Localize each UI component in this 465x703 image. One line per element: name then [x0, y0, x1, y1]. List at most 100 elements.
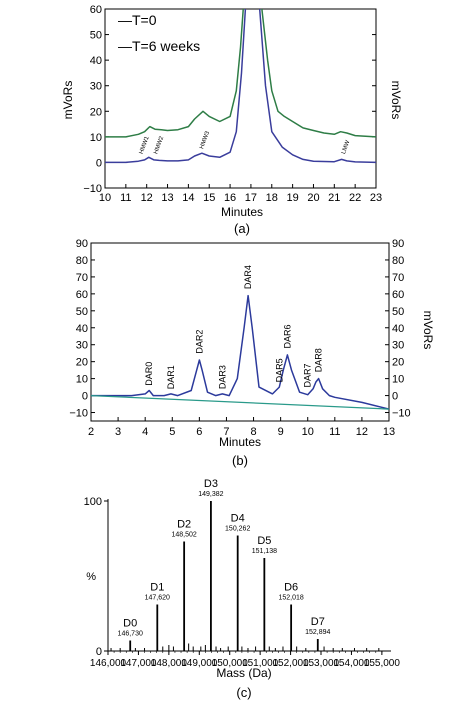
panel-a-y-label-right: mVoRs	[389, 81, 403, 120]
x-tick-label: 20	[307, 192, 319, 204]
y-tick-label: 60	[76, 289, 88, 301]
y-tick-label: 80	[76, 255, 88, 267]
peak-mass-label: 152,018	[278, 595, 303, 602]
panel-c-y-axis: 0 100%	[84, 496, 108, 658]
peak-name-label: D6	[284, 582, 298, 594]
peak-annotation: DAR2	[194, 330, 204, 354]
panel-b-plot-frame	[90, 242, 390, 422]
panel-c-x-label: Mass (Da)	[216, 666, 271, 680]
x-tick-label: 148,000	[151, 658, 188, 669]
y-tick-label: 20	[76, 357, 88, 369]
x-tick-label: 155,000	[364, 658, 401, 669]
x-tick-label: 2	[88, 426, 94, 438]
panel-b-x-label: Minutes	[219, 435, 261, 449]
panel-a-chart: −10 0 10 20 30 40 50 60 10 11 12 13 14 15 16 17 18 19 20 2…	[61, 4, 403, 236]
panel-a-x-label: Minutes	[221, 205, 263, 219]
peak-annotation: DAR5	[274, 358, 284, 382]
panel-a-label: (a)	[234, 221, 250, 236]
baseline-line	[90, 395, 390, 410]
peak-annotation: DAR8	[314, 348, 324, 372]
y-tick-label-right: −10	[392, 408, 411, 420]
y-tick-label: 50	[76, 306, 88, 318]
peak-annotation: DAR1	[166, 365, 176, 389]
peak-name-label: D3	[204, 478, 218, 490]
x-tick-label: 151,000	[242, 658, 279, 669]
panel-b-y-axis: −10 −10 0 0 10 10 20 20 30 30 40 40 50 50 60 60 70 70 80 80…	[69, 238, 410, 420]
x-tick-label: 12	[141, 192, 153, 204]
y-tick-label-right: 50	[392, 306, 404, 318]
x-tick-label: 7	[223, 426, 229, 438]
panel-a-y-axis: −10 0 10 20 30 40 50 60	[83, 4, 376, 195]
x-tick-label: 17	[245, 192, 257, 204]
panel-a-annotations: HMW1 HMW2 HMW3 LMW	[139, 130, 352, 155]
peak-name-label: D0	[123, 618, 137, 630]
peak-annotation: LMW	[341, 139, 352, 155]
panel-b-chart: −10 −10 0 0 10 10 20 20 30 30 40 40 50 50 60 60 70 70 80 80…	[69, 238, 435, 468]
x-tick-label: 16	[224, 192, 236, 204]
peak-annotation: DAR7	[303, 363, 313, 387]
y-tick-label: 30	[90, 81, 102, 93]
panel-b-y-label-right: mVoRs	[421, 311, 435, 350]
panel-b-label: (b)	[232, 453, 248, 468]
peak-mass-label: 147,620	[145, 595, 170, 602]
y-tick-label-right: 10	[392, 374, 404, 386]
peak-name-label: D2	[177, 519, 191, 531]
peak-annotation: DAR6	[282, 324, 292, 348]
peak-mass-label: 151,138	[252, 548, 277, 555]
peak-mass-label: 152,894	[305, 629, 330, 636]
y-tick-label-right: 90	[392, 238, 404, 250]
x-tick-label: 10	[99, 192, 111, 204]
x-tick-label: 146,000	[90, 658, 127, 669]
y-tick-label-right: 60	[392, 289, 404, 301]
x-tick-label: 10	[302, 426, 314, 438]
series-line-t0	[105, 9, 376, 164]
x-tick-label: 4	[142, 426, 148, 438]
x-tick-label: 15	[203, 192, 215, 204]
x-tick-label: 8	[250, 426, 256, 438]
y-tick-label: 10	[90, 132, 102, 144]
peak-name-label: D5	[257, 535, 271, 547]
y-tick-label: −10	[69, 408, 88, 420]
x-tick-label: 153,000	[303, 658, 340, 669]
peak-annotation: DAR4	[243, 265, 253, 289]
y-tick-label-right: 70	[392, 272, 404, 284]
x-tick-label: 19	[286, 192, 298, 204]
panel-a-y-label-left: mVoRs	[61, 81, 75, 120]
y-tick-label: 60	[90, 4, 102, 16]
peak-annotation: HMW2	[153, 135, 165, 155]
y-tick-label: −10	[83, 183, 102, 195]
y-tick-label: 40	[90, 55, 102, 67]
panel-c-chart: 0 100% 146,000147,000148,000149,000150,00…	[84, 478, 401, 700]
x-tick-label: 23	[370, 192, 382, 204]
panel-b-x-axis: 2 3 4 5 6 7 8 9 10 11 12 13	[88, 417, 395, 438]
peak-name-label: D7	[311, 616, 325, 628]
panel-a-x-axis: 10 11 12 13 14 15 16 17 18 19 20 21 22 23	[99, 184, 382, 204]
peak-mass-label: 148,502	[171, 532, 196, 539]
y-tick-label: 50	[90, 30, 102, 42]
x-tick-label: 13	[383, 426, 395, 438]
y-tick-label: 0	[82, 391, 88, 403]
x-tick-label: 5	[169, 426, 175, 438]
peak-annotation: DAR3	[217, 365, 227, 389]
y-tick-label-right: 20	[392, 357, 404, 369]
peak-name-label: D4	[231, 513, 245, 525]
panel-c-axes	[107, 499, 391, 652]
panel-c-x-axis: 146,000147,000148,000149,000150,000151,0…	[90, 651, 400, 669]
y-axis-label: %	[86, 571, 96, 583]
y-tick-label-right: 40	[392, 323, 404, 335]
y-tick-label: 90	[76, 238, 88, 250]
x-tick-label: 147,000	[120, 658, 157, 669]
panel-c-label: (c)	[236, 685, 251, 700]
y-tick-label: 100	[84, 496, 102, 508]
x-tick-label: 21	[328, 192, 340, 204]
x-tick-label: 6	[196, 426, 202, 438]
y-tick-label-right: 30	[392, 340, 404, 352]
peak-annotation: HMW3	[199, 130, 211, 150]
panel-a-legend: —T=0 —T=6 weeks	[118, 12, 200, 54]
y-tick-label: 10	[76, 374, 88, 386]
series-line-t6	[105, 9, 376, 138]
chromatogram-line	[91, 294, 390, 410]
x-tick-label: 154,000	[333, 658, 370, 669]
